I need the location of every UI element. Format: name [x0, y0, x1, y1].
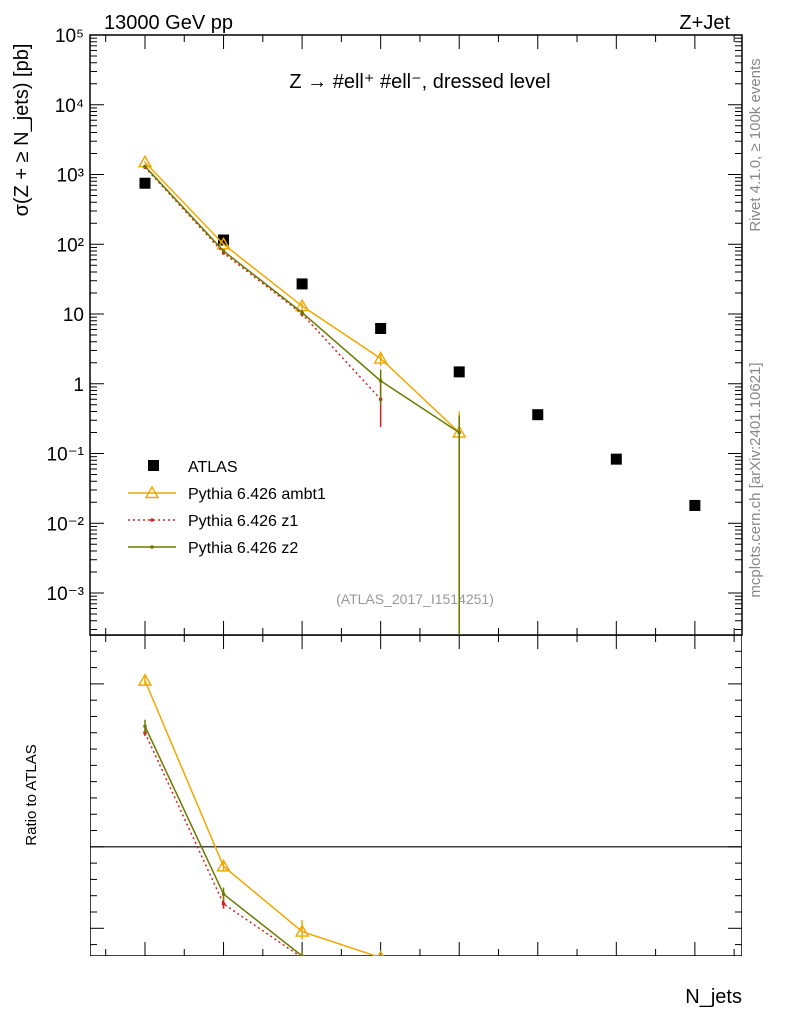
ratio-y-tick-label: 0.5 [56, 919, 82, 940]
ratio-y-tick-label-right: 0.5 [750, 919, 776, 940]
atlas-point [532, 409, 544, 421]
pythia-6-426-ambt1-marker [373, 351, 388, 364]
y-tick-label: 10⁻¹ [47, 445, 85, 466]
pythia-6-426-z1-ratio-line [144, 732, 302, 956]
pythia-6-426-z2-marker [378, 379, 383, 383]
pythia-6-426-z2-marker [143, 164, 147, 169]
pythia-6-426-z1-ratio-marker [301, 955, 303, 956]
pythia-6-426-ambt1-ratio-marker [294, 924, 310, 937]
legend-label-atlas: ATLAS [188, 459, 238, 476]
header-right: Z+Jet [679, 12, 730, 34]
ratio-y-tick-label-right: 2 [750, 675, 761, 696]
pythia-6-426-z1-ratio-marker [379, 992, 383, 996]
legend-marker-atlas [148, 460, 159, 471]
legend-label-pythia-6-426-ambt1: Pythia 6.426 ambt1 [188, 486, 326, 503]
atlas-point [218, 234, 230, 246]
main-ylabel: σ(Z + ≥ N_jets) [pb] [11, 44, 33, 217]
legend-label-pythia-6-426-z1: Pythia 6.426 z1 [188, 513, 298, 530]
x-tick-label: 4 [454, 965, 465, 986]
rivet-label: Rivet 4.1.0, ≥ 100k events [747, 58, 764, 231]
legend-marker-pythia-6-426-z1 [150, 518, 154, 522]
pythia-6-426-z2-marker [457, 430, 462, 435]
x-tick-label: 6 [611, 965, 622, 986]
y-tick-label: 10² [57, 235, 84, 256]
pythia-6-426-ambt1-ratio-line [144, 680, 379, 956]
main-title: Z → #ell⁺ #ell⁻, dressed level [289, 71, 550, 93]
pythia-6-426-z2-ratio-line [144, 725, 305, 956]
pythia-6-426-z2-ratio-marker [143, 724, 147, 729]
main-plot: 10⁻³ 10⁻² 10⁻¹ 1 10 10² 10³ 10⁴ 10⁵ [47, 26, 743, 636]
pythia-6-426-z1-line [144, 166, 382, 400]
ratio-y-tick-label: 1 [71, 838, 82, 859]
pythia-6-426-ambt1-marker [216, 236, 231, 250]
pythia-6-426-z2-ratio-marker [379, 984, 383, 988]
atlas-point [375, 322, 387, 334]
pythia-6-426-z2-marker [300, 310, 304, 315]
y-tick-label: 10 [63, 305, 84, 326]
pythia-6-426-z2-marker [221, 249, 226, 253]
atlas-point [139, 177, 151, 189]
y-tick-label: 10³ [57, 166, 84, 187]
ratio-y-tick-label: 2 [71, 675, 82, 696]
x-tick-label: 0 [140, 965, 151, 986]
atlas-point [453, 366, 465, 378]
ratio-ylabel: Ratio to ATLAS [23, 744, 40, 845]
legend-label-pythia-6-426-z2: Pythia 6.426 z2 [188, 540, 298, 557]
mcplots-label: mcplots.cern.ch [arXiv:2401.10621] [747, 362, 764, 597]
pythia-6-426-ambt1-ratio-marker [216, 858, 231, 872]
ratio-frame [90, 635, 742, 956]
x-tick-label: 2 [297, 965, 308, 986]
analysis-watermark: (ATLAS_2017_I1514251) [336, 591, 494, 607]
ratio-y-tick-label-right: 1 [750, 838, 761, 859]
pythia-6-426-ambt1-line [144, 161, 460, 434]
pythia-6-426-ambt1-ratio-marker [137, 673, 153, 686]
header-left: 13000 GeV pp [104, 12, 233, 34]
xlabel: N_jets [685, 986, 742, 1008]
pythia-6-426-z1-ratio-marker [221, 902, 226, 906]
legend-marker-pythia-6-426-z2 [150, 545, 154, 549]
pythia-6-426-z2-ratio-marker [221, 892, 226, 896]
atlas-point [610, 453, 622, 465]
pythia-6-426-z2-ratio-marker [300, 954, 304, 956]
y-tick-label: 10⁴ [55, 96, 84, 117]
y-tick-label: 1 [73, 375, 84, 396]
ratio-plot: 0 2 4 6 0.5 0.5 1 1 2 2 [56, 635, 776, 996]
legend-marker-pythia-6-426-ambt1 [144, 485, 160, 499]
atlas-point [689, 499, 701, 511]
atlas-point [296, 278, 308, 290]
y-tick-label: 10⁻³ [47, 584, 85, 605]
y-tick-label: 10⁻² [47, 514, 85, 535]
legend: ATLAS Pythia 6.426 ambt1 Pythia 6.426 z1 Py… [128, 459, 326, 557]
y-tick-label: 10⁵ [55, 26, 84, 47]
main-series [137, 154, 701, 635]
